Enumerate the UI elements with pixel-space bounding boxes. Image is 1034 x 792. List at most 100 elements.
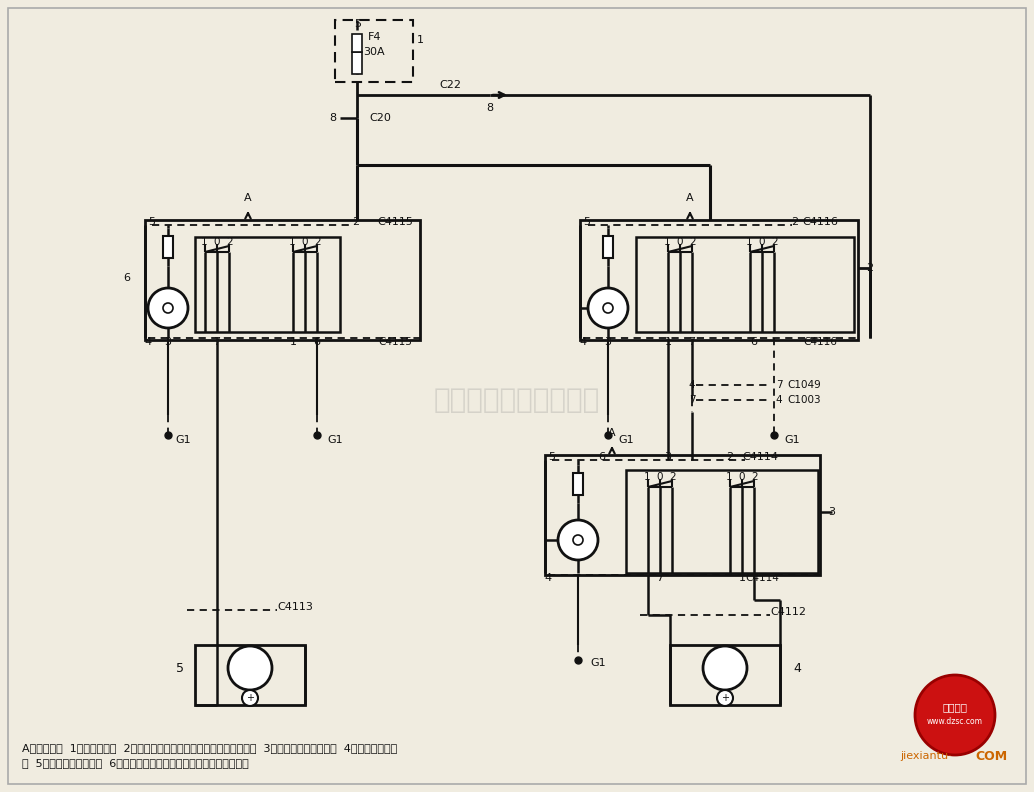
- Circle shape: [703, 646, 747, 690]
- Bar: [636, 237, 854, 332]
- Text: 1: 1: [201, 237, 207, 247]
- Text: +: +: [246, 693, 254, 703]
- Text: 5: 5: [583, 217, 590, 227]
- Text: 1: 1: [290, 337, 297, 347]
- Text: 1: 1: [665, 337, 671, 347]
- Text: 1: 1: [726, 472, 732, 482]
- Bar: [195, 645, 305, 705]
- Circle shape: [915, 675, 995, 755]
- Circle shape: [242, 690, 258, 706]
- Text: C4114: C4114: [746, 573, 779, 583]
- Text: A: A: [687, 193, 694, 203]
- Text: C1003: C1003: [787, 395, 821, 405]
- Text: C4116: C4116: [803, 337, 837, 347]
- Text: 8: 8: [486, 103, 493, 113]
- Text: C22: C22: [439, 80, 461, 90]
- Text: 6: 6: [123, 273, 130, 283]
- Bar: [626, 470, 818, 573]
- Text: 30A: 30A: [363, 47, 385, 57]
- Text: 2: 2: [752, 472, 758, 482]
- Text: A: A: [608, 428, 616, 438]
- Bar: [545, 455, 820, 575]
- Circle shape: [588, 288, 628, 328]
- Bar: [352, 34, 362, 52]
- Text: 0: 0: [302, 237, 308, 247]
- Text: 0: 0: [657, 472, 663, 482]
- Text: 7: 7: [657, 573, 664, 583]
- Text: 3: 3: [605, 337, 611, 347]
- Text: C4113: C4113: [277, 602, 313, 612]
- Bar: [163, 236, 173, 258]
- Text: 7: 7: [689, 395, 695, 405]
- Text: www.dzsc.com: www.dzsc.com: [927, 718, 983, 726]
- Text: 5: 5: [355, 19, 362, 29]
- Text: 1: 1: [417, 35, 424, 45]
- Text: 4: 4: [579, 337, 586, 347]
- Text: 7: 7: [689, 337, 696, 347]
- Text: 4: 4: [689, 380, 695, 390]
- Text: F4: F4: [368, 32, 382, 42]
- Text: 0: 0: [214, 237, 220, 247]
- Text: G1: G1: [590, 658, 606, 668]
- Text: 3: 3: [665, 452, 671, 462]
- Text: C4115: C4115: [377, 217, 413, 227]
- Text: 4: 4: [145, 337, 152, 347]
- Text: COM: COM: [975, 749, 1007, 763]
- Text: C4115: C4115: [378, 337, 412, 347]
- Bar: [195, 237, 340, 332]
- Text: 1: 1: [664, 237, 670, 247]
- Text: 5: 5: [148, 217, 155, 227]
- Text: 4: 4: [793, 661, 801, 675]
- Text: G1: G1: [618, 435, 634, 445]
- Bar: [580, 220, 858, 340]
- Text: 1: 1: [746, 237, 753, 247]
- Text: 5: 5: [176, 661, 184, 675]
- Bar: [145, 220, 420, 340]
- Bar: [352, 52, 362, 74]
- Text: 0: 0: [676, 237, 683, 247]
- Text: 2: 2: [353, 217, 360, 227]
- Text: 1: 1: [738, 573, 746, 583]
- Text: 3: 3: [164, 337, 172, 347]
- Text: 2: 2: [314, 237, 322, 247]
- Bar: [670, 645, 780, 705]
- Bar: [573, 473, 583, 495]
- Text: 杭州将睭科技有限公司: 杭州将睭科技有限公司: [434, 386, 600, 414]
- Circle shape: [558, 520, 598, 560]
- Bar: [603, 236, 613, 258]
- Text: 5: 5: [548, 452, 555, 462]
- Text: 2: 2: [690, 237, 696, 247]
- Circle shape: [717, 690, 733, 706]
- Text: 2: 2: [670, 472, 676, 482]
- Text: 6: 6: [751, 337, 758, 347]
- Text: A: A: [244, 193, 252, 203]
- Text: 1: 1: [288, 237, 296, 247]
- Text: 7: 7: [213, 337, 220, 347]
- Text: 2: 2: [771, 237, 779, 247]
- Text: 3: 3: [828, 507, 835, 517]
- Text: jiexiantu·: jiexiantu·: [900, 751, 951, 761]
- Text: 4: 4: [776, 395, 783, 405]
- Text: C20: C20: [369, 113, 391, 123]
- Bar: [335, 20, 413, 82]
- Text: 8: 8: [330, 113, 336, 123]
- Text: 6: 6: [599, 452, 606, 462]
- Text: G1: G1: [327, 435, 342, 445]
- Circle shape: [229, 646, 272, 690]
- Text: C1049: C1049: [787, 380, 821, 390]
- Text: 维库一下: 维库一下: [943, 702, 968, 712]
- Text: 7: 7: [776, 380, 783, 390]
- Text: 0: 0: [759, 237, 765, 247]
- Text: 6: 6: [313, 337, 321, 347]
- Text: A－仪表照明  1－中央电气盒  2－控制乘客侧门窗的驾驶员侧电动门窗开关  3－乘客侧电动门窗开关  4－乘客侧门窗电: A－仪表照明 1－中央电气盒 2－控制乘客侧门窗的驾驶员侧电动门窗开关 3－乘客…: [22, 743, 397, 753]
- Text: +: +: [721, 693, 729, 703]
- Text: 2: 2: [727, 452, 733, 462]
- Text: G1: G1: [784, 435, 799, 445]
- Text: 2: 2: [226, 237, 234, 247]
- Text: G1: G1: [175, 435, 190, 445]
- Text: 4: 4: [545, 573, 551, 583]
- Text: 机  5－驾驶员侧门窗电机  6－控制驾驶员侧门窗的驾驶员侧电动门窗开关: 机 5－驾驶员侧门窗电机 6－控制驾驶员侧门窗的驾驶员侧电动门窗开关: [22, 758, 249, 768]
- Text: C4114: C4114: [742, 452, 778, 462]
- Text: C4112: C4112: [770, 607, 805, 617]
- Text: 1: 1: [644, 472, 650, 482]
